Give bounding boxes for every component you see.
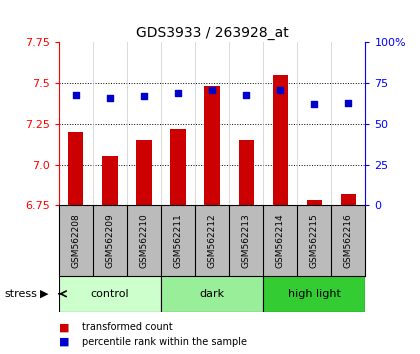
Point [175,90,181,96]
Text: GSM562216: GSM562216 [344,213,353,268]
Bar [205,86,220,205]
Point [311,102,318,107]
Bar [161,276,263,312]
Point [243,92,249,97]
Point [73,92,79,97]
Bar [59,276,161,312]
Bar [136,140,152,205]
Text: GSM562213: GSM562213 [241,213,251,268]
Text: GSM562211: GSM562211 [173,213,183,268]
Bar [263,276,365,312]
Text: GSM562210: GSM562210 [139,213,148,268]
Text: transformed count: transformed count [82,322,173,332]
Bar [171,129,186,205]
Point [209,87,215,92]
Text: GSM562214: GSM562214 [276,213,285,268]
Text: dark: dark [200,289,225,299]
Bar [273,75,288,205]
Text: ▶: ▶ [40,289,48,299]
Bar [307,200,322,205]
Text: GSM562208: GSM562208 [71,213,80,268]
Text: GSM562215: GSM562215 [310,213,319,268]
Text: stress: stress [4,289,37,299]
Text: ■: ■ [59,337,69,347]
Bar [68,132,84,205]
Text: percentile rank within the sample: percentile rank within the sample [82,337,247,347]
Point [107,95,113,101]
Point [277,87,284,92]
Bar [341,194,356,205]
Bar [102,156,118,205]
Point [141,93,147,99]
Text: GSM562209: GSM562209 [105,213,114,268]
Point [345,100,352,105]
Text: high light: high light [288,289,341,299]
Text: control: control [91,289,129,299]
Text: ■: ■ [59,322,69,332]
Title: GDS3933 / 263928_at: GDS3933 / 263928_at [136,26,289,40]
Text: GSM562212: GSM562212 [207,213,217,268]
Bar [239,140,254,205]
